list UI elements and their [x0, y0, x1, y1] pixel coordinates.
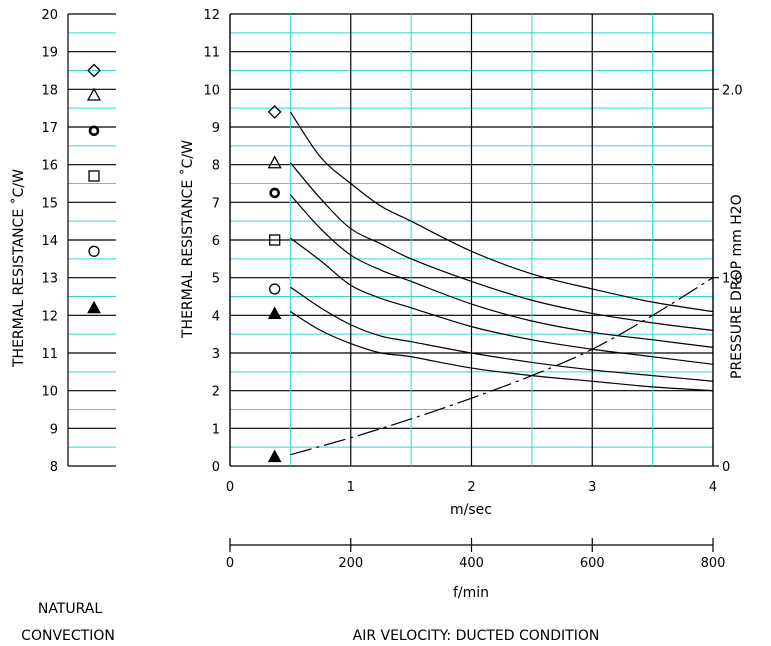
x-axis-label: m/sec — [450, 502, 492, 518]
fpm-tick-label: 800 — [701, 556, 726, 571]
left-marker-square — [88, 170, 100, 182]
main-y-tick-label: 2 — [212, 385, 220, 400]
curve-triangle-filled — [290, 311, 714, 392]
left-tick-label: 14 — [41, 234, 58, 249]
main-grid — [229, 13, 719, 467]
main-y-tick-label: 3 — [212, 347, 220, 362]
x-tick-label: 3 — [588, 480, 596, 495]
fpm-tick-label: 400 — [459, 556, 484, 571]
left-marker-triangle-open — [86, 87, 102, 101]
main-marker-triangle-filled-pressure — [267, 449, 282, 463]
pressure-drop-curve — [290, 277, 714, 456]
main-y-tick-label: 4 — [212, 309, 220, 324]
left-grid — [67, 13, 116, 467]
x-tick-label: 4 — [709, 480, 717, 495]
curve-circle-bold — [289, 194, 714, 348]
right-y-axis-label: PRESSURE DROP mm H2O — [729, 194, 745, 379]
main-marker-circle-bold — [269, 187, 280, 199]
natural-caption-line2: CONVECTION — [21, 628, 115, 644]
curve-circle-open — [290, 286, 714, 382]
x-tick-label: 0 — [226, 480, 234, 495]
curve-triangle-open — [289, 162, 714, 331]
left-tick-label: 18 — [41, 83, 58, 98]
main-marker-triangle-filled — [267, 306, 282, 319]
left-tick-label: 13 — [41, 272, 58, 287]
left-tick-label: 20 — [41, 8, 58, 23]
main-y-tick-label: 9 — [212, 121, 220, 136]
main-markers — [267, 105, 282, 463]
x-tick-label: 1 — [347, 480, 355, 495]
left-markers — [86, 63, 102, 314]
left-tick-label: 9 — [50, 422, 58, 437]
x-tick-label: 2 — [467, 480, 475, 495]
left-tick-label: 17 — [41, 121, 58, 136]
right-tick-label: 2.0 — [722, 83, 743, 98]
main-y-axis-label: THERMAL RESISTANCE ˚C/W — [179, 140, 196, 339]
fpm-axis: 0 200 400 600 800 — [226, 538, 726, 571]
main-y-tick-label: 11 — [203, 46, 220, 61]
main-curves — [289, 111, 714, 456]
left-marker-circle-bold — [88, 125, 100, 137]
right-tick-label: 1.0 — [722, 272, 743, 287]
left-tick-label: 12 — [41, 309, 58, 324]
fpm-tick-label: 200 — [338, 556, 363, 571]
left-tick-label: 8 — [50, 460, 58, 475]
left-tick-label: 19 — [41, 46, 58, 61]
left-tick-label: 11 — [41, 347, 58, 362]
left-tick-label: 15 — [41, 196, 58, 211]
main-marker-diamond — [267, 105, 282, 119]
left-marker-triangle-filled — [87, 300, 101, 314]
main-y-tick-label: 10 — [203, 83, 220, 98]
main-caption: AIR VELOCITY: DUCTED CONDITION — [353, 628, 600, 644]
main-y-tick-label: 6 — [212, 234, 220, 249]
main-y-tick-label: 0 — [212, 460, 220, 475]
main-y-tick-label: 12 — [203, 8, 220, 23]
left-marker-diamond — [87, 63, 101, 78]
fpm-tick-label: 600 — [580, 556, 605, 571]
fpm-axis-label: f/min — [453, 585, 489, 601]
main-marker-circle-open — [269, 283, 281, 295]
main-y-tick-label: 1 — [212, 422, 220, 437]
main-y-tick-label: 7 — [212, 196, 220, 211]
left-tick-label: 10 — [41, 385, 58, 400]
fpm-tick-label: 0 — [226, 556, 234, 571]
left-marker-circle-open — [88, 245, 100, 257]
main-marker-triangle-open — [267, 155, 282, 169]
left-tick-labels: 8 9 10 11 12 13 14 15 16 17 18 19 20 — [41, 8, 58, 475]
natural-caption-line1: NATURAL — [38, 601, 102, 617]
right-tick-label: 0 — [722, 460, 730, 475]
main-y-tick-label: 8 — [212, 159, 220, 174]
main-marker-square — [269, 234, 281, 246]
curve-square — [290, 237, 714, 365]
curve-diamond — [289, 111, 714, 313]
main-y-tick-label: 5 — [212, 272, 220, 287]
left-tick-label: 16 — [41, 159, 58, 174]
left-y-axis-label: THERMAL RESISTANCE ˚C/W — [10, 169, 27, 368]
